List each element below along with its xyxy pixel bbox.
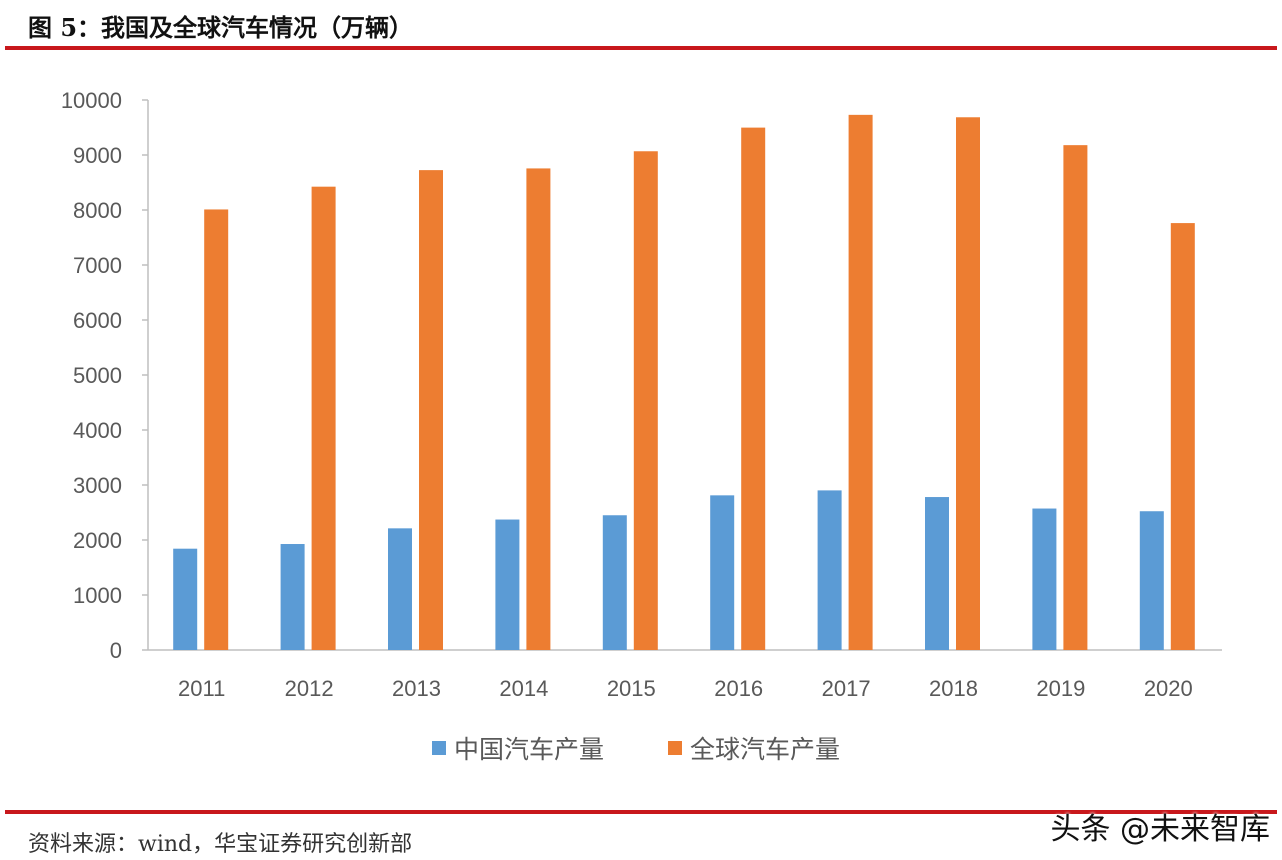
- x-tick-label: 2014: [499, 676, 548, 701]
- bar-global-2016: [741, 127, 766, 651]
- y-tick-label: 0: [110, 638, 122, 663]
- bottom-divider: [5, 810, 1277, 814]
- y-tick-label: 6000: [73, 308, 122, 333]
- bar-china-2016: [710, 495, 735, 650]
- source-note: 资料来源：wind，华宝证券研究创新部: [28, 832, 413, 857]
- bar-china-2011: [173, 548, 198, 650]
- bar-global-2018: [956, 117, 980, 650]
- bar-china-2012: [280, 544, 305, 650]
- bar-global-2017: [848, 114, 873, 651]
- y-tick-label: 9000: [73, 143, 122, 168]
- x-tick-label: 2011: [178, 676, 225, 701]
- bar-global-2019: [1063, 145, 1088, 650]
- y-tick-label: 7000: [73, 253, 122, 278]
- bar-global-2012: [311, 186, 336, 650]
- bar-china-2015: [602, 515, 627, 650]
- x-tick-label: 2012: [285, 676, 334, 701]
- x-tick-label: 2015: [607, 676, 656, 701]
- bar-china-2014: [495, 519, 520, 650]
- legend-swatch: [668, 741, 682, 755]
- bar-global-2014: [526, 168, 551, 651]
- watermark: 头条 @未来智库: [1050, 812, 1270, 847]
- x-tick-label: 2018: [929, 676, 978, 701]
- y-tick-label: 3000: [73, 473, 122, 498]
- bar-global-2020: [1170, 223, 1195, 650]
- legend-label: 中国汽车产量: [454, 735, 604, 764]
- y-tick-label: 4000: [73, 418, 122, 443]
- bar-china-2017: [817, 490, 842, 650]
- x-tick-label: 2019: [1036, 676, 1085, 701]
- legend-swatch: [432, 741, 446, 755]
- y-tick-label: 1000: [73, 583, 122, 608]
- top-divider: [5, 46, 1277, 50]
- x-tick-label: 2020: [1144, 676, 1193, 701]
- x-tick-label: 2013: [392, 676, 441, 701]
- x-tick-label: 2016: [714, 676, 763, 701]
- bar-china-2019: [1032, 508, 1057, 650]
- y-tick-label: 2000: [73, 528, 122, 553]
- x-tick-label: 2017: [822, 676, 871, 701]
- bar-china-2013: [388, 528, 412, 650]
- bar-china-2020: [1139, 511, 1164, 650]
- bar-global-2015: [633, 151, 658, 650]
- bar-china-2018: [925, 497, 949, 650]
- y-tick-label: 10000: [61, 88, 122, 113]
- figure-title: 图 5：我国及全球汽车情况（万辆）: [28, 13, 414, 42]
- bar-global-2013: [419, 170, 443, 650]
- legend-label: 全球汽车产量: [690, 735, 840, 764]
- y-tick-label: 5000: [73, 363, 122, 388]
- y-tick-label: 8000: [73, 198, 122, 223]
- bar-global-2011: [204, 209, 229, 650]
